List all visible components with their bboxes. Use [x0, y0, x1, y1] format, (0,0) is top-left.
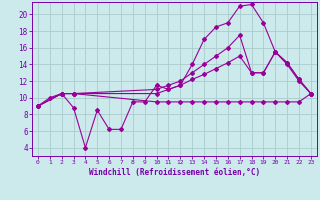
X-axis label: Windchill (Refroidissement éolien,°C): Windchill (Refroidissement éolien,°C) [89, 168, 260, 177]
